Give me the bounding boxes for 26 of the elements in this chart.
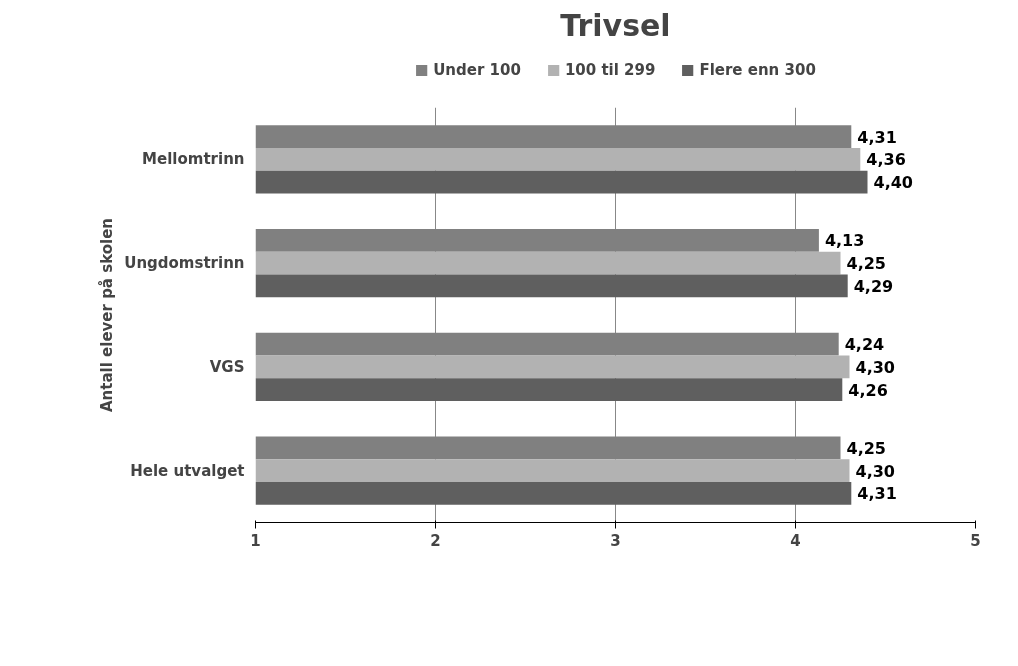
y-axis-title: Antall elever på skolen	[98, 217, 117, 413]
data-label: 4,13	[824, 231, 865, 251]
x-tick-label: 3	[610, 531, 621, 550]
x-tick-label: 2	[430, 531, 441, 550]
data-label: 4,36	[866, 150, 906, 170]
y-tick-label: VGS	[209, 357, 245, 376]
legend-label: Flere enn 300	[699, 60, 816, 79]
x-tick-label: 5	[970, 531, 981, 550]
data-label: 4,31	[857, 127, 897, 147]
data-label: 4,25	[846, 254, 886, 274]
y-tick-label: Mellomtrinn	[142, 150, 245, 169]
data-label: 4,29	[853, 276, 894, 296]
data-label: 4,24	[844, 335, 885, 355]
y-tick-label: Ungdomstrinn	[124, 254, 245, 273]
data-label: 4,25	[846, 438, 886, 458]
data-label: 4,40	[873, 173, 913, 193]
data-label: 4,31	[857, 484, 897, 504]
data-label: 4,30	[855, 357, 895, 377]
y-tick-label: Hele utvalget	[130, 461, 245, 480]
data-label: 4,30	[855, 461, 895, 481]
data-label: 4,26	[848, 380, 888, 400]
legend-label: 100 til 299	[564, 60, 656, 79]
x-tick-label: 1	[250, 531, 261, 550]
legend-label: Under 100	[433, 60, 521, 79]
x-tick-label: 4	[790, 531, 801, 550]
chart-title: Trivsel	[560, 7, 671, 43]
